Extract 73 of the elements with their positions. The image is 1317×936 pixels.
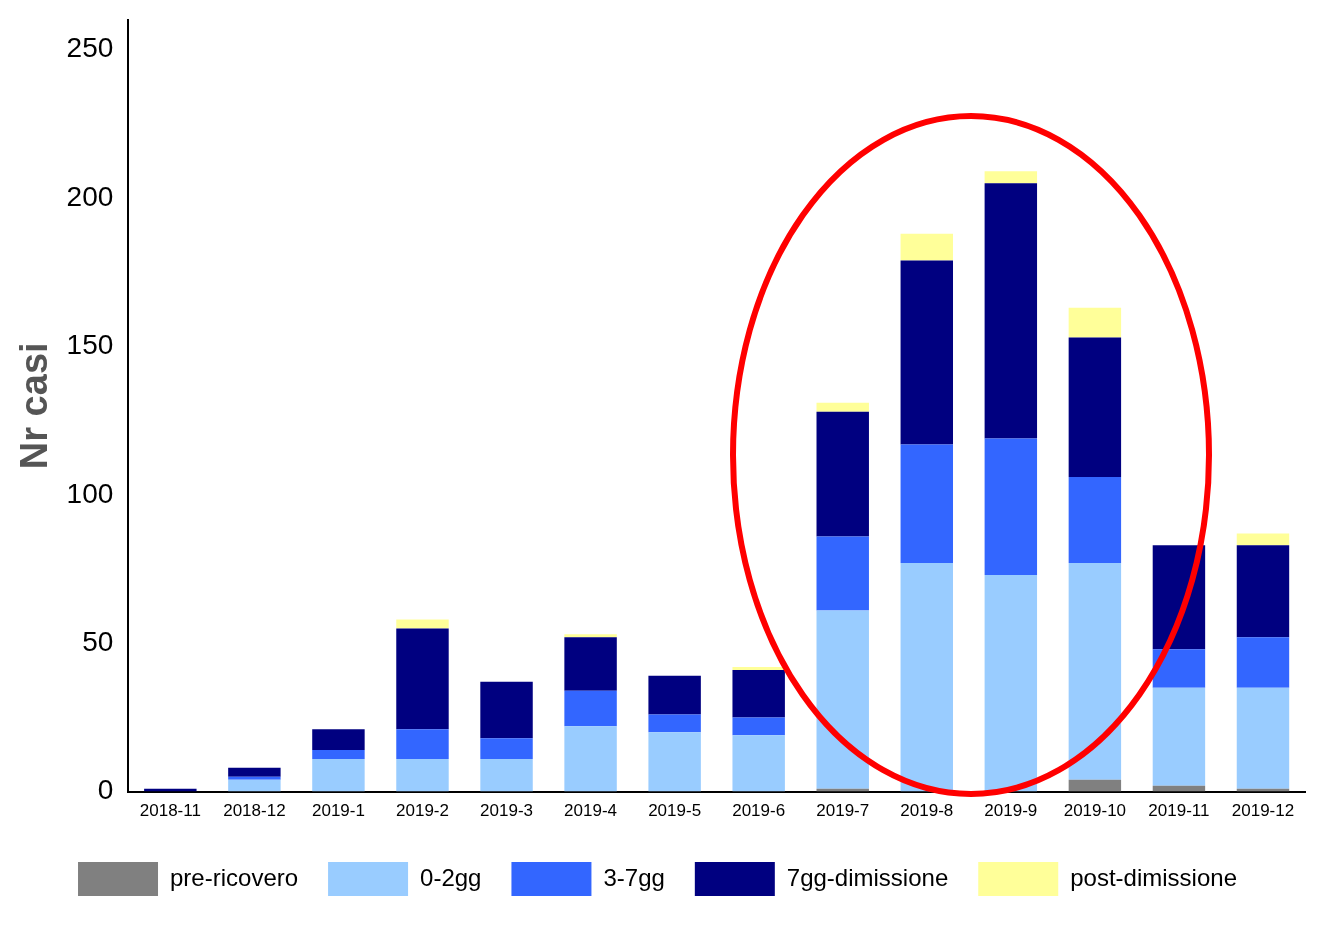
bar bbox=[396, 729, 449, 759]
bar bbox=[396, 758, 449, 792]
x-tick-label: 2018-12 bbox=[223, 801, 286, 821]
bar bbox=[984, 183, 1038, 439]
bar bbox=[816, 610, 869, 789]
bar bbox=[1152, 649, 1206, 688]
legend-label: pre-ricovero bbox=[170, 863, 299, 891]
x-tick-label: 2019-10 bbox=[1063, 801, 1127, 821]
bar bbox=[900, 260, 953, 445]
bar bbox=[984, 171, 1038, 184]
bar bbox=[564, 726, 617, 792]
bar bbox=[1236, 545, 1290, 638]
bar bbox=[396, 619, 449, 629]
bar bbox=[228, 767, 281, 777]
bar bbox=[816, 402, 869, 412]
y-tick-label: 50 bbox=[82, 625, 114, 657]
x-tick-label: 2018-11 bbox=[139, 801, 201, 821]
bar bbox=[732, 735, 785, 792]
bar bbox=[228, 779, 281, 792]
x-tick-label: 2019-1 bbox=[311, 801, 365, 821]
x-tick-label: 2019-3 bbox=[480, 801, 534, 821]
x-tick-label: 2019-4 bbox=[564, 801, 618, 821]
bar bbox=[1068, 477, 1122, 564]
y-tick-label: 250 bbox=[66, 32, 114, 64]
bar bbox=[900, 233, 953, 261]
bar bbox=[816, 411, 869, 537]
y-tick-label: 200 bbox=[66, 180, 114, 212]
bar bbox=[732, 669, 785, 718]
x-tick-label: 2019-7 bbox=[816, 801, 870, 821]
bar bbox=[396, 628, 449, 730]
bar bbox=[732, 666, 785, 670]
legend-label: post-dimissione bbox=[1070, 863, 1237, 891]
bar bbox=[984, 438, 1038, 575]
bar bbox=[1068, 779, 1122, 792]
x-tick-label: 2019-2 bbox=[396, 801, 449, 821]
y-axis-title: Nr casi bbox=[13, 342, 56, 470]
bar bbox=[480, 681, 533, 739]
bar bbox=[312, 729, 365, 751]
bar bbox=[900, 563, 953, 792]
legend-label: 7gg-dimissione bbox=[786, 863, 949, 891]
bar bbox=[1236, 687, 1290, 789]
bar bbox=[564, 690, 617, 727]
x-tick-label: 2019-9 bbox=[984, 801, 1038, 821]
bar bbox=[648, 714, 701, 733]
bar bbox=[564, 634, 617, 638]
bar bbox=[1068, 337, 1122, 478]
bar bbox=[1236, 533, 1290, 546]
bar bbox=[480, 738, 533, 759]
bar bbox=[1236, 637, 1290, 688]
bar bbox=[312, 750, 365, 759]
bar bbox=[900, 444, 953, 564]
y-tick-label: 0 bbox=[97, 774, 114, 806]
x-tick-label: 2019-6 bbox=[732, 801, 786, 821]
y-tick-label: 100 bbox=[66, 477, 114, 509]
bar bbox=[312, 758, 365, 792]
y-tick-label: 150 bbox=[66, 329, 114, 361]
x-tick-label: 2019-5 bbox=[648, 801, 702, 821]
legend-label: 3-7gg bbox=[603, 863, 665, 891]
bar bbox=[984, 574, 1038, 792]
bar bbox=[1068, 307, 1122, 338]
bar bbox=[1152, 687, 1206, 786]
bar bbox=[1068, 563, 1122, 780]
legend-label: 0-2gg bbox=[420, 863, 482, 891]
bar bbox=[732, 717, 785, 736]
x-tick-label: 2019-11 bbox=[1148, 801, 1210, 821]
bar bbox=[480, 758, 533, 792]
bar bbox=[816, 536, 869, 611]
bar bbox=[564, 637, 617, 691]
x-tick-label: 2019-12 bbox=[1231, 801, 1295, 821]
bar bbox=[648, 732, 701, 792]
x-tick-label: 2019-8 bbox=[900, 801, 954, 821]
bar bbox=[648, 675, 701, 715]
bar bbox=[228, 776, 281, 780]
